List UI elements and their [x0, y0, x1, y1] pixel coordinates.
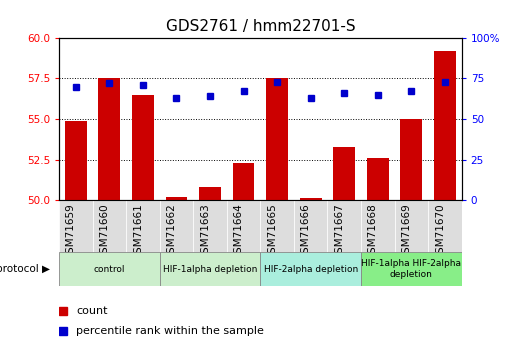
Bar [260, 200, 294, 269]
Bar [394, 200, 428, 269]
Text: GSM71668: GSM71668 [368, 204, 378, 260]
Bar [199, 187, 221, 200]
Text: GSM71661: GSM71661 [133, 204, 143, 260]
Bar [193, 200, 227, 269]
Bar [294, 200, 327, 269]
Bar [428, 200, 462, 269]
Bar [266, 79, 288, 200]
Bar [160, 200, 193, 269]
Bar [92, 200, 126, 269]
Bar [361, 200, 394, 269]
Text: GSM71670: GSM71670 [435, 204, 445, 260]
Text: count: count [76, 306, 107, 315]
Text: control: control [93, 265, 125, 274]
Text: GSM71660: GSM71660 [100, 204, 109, 260]
Text: GSM71666: GSM71666 [301, 204, 311, 260]
Bar [434, 51, 456, 200]
Bar [160, 252, 260, 286]
Bar [98, 79, 120, 200]
Bar [59, 200, 92, 269]
Bar [126, 200, 160, 269]
Bar [367, 158, 389, 200]
Text: protocol ▶: protocol ▶ [0, 264, 50, 274]
Bar [300, 198, 322, 200]
Text: percentile rank within the sample: percentile rank within the sample [76, 326, 264, 336]
Text: GSM71667: GSM71667 [334, 204, 344, 260]
Text: HIF-1alpha HIF-2alpha
depletion: HIF-1alpha HIF-2alpha depletion [361, 259, 461, 279]
Bar [401, 119, 422, 200]
Text: GSM71664: GSM71664 [233, 204, 244, 260]
Bar [260, 252, 361, 286]
Bar [333, 147, 355, 200]
Bar [327, 200, 361, 269]
Bar [361, 252, 462, 286]
Title: GDS2761 / hmm22701-S: GDS2761 / hmm22701-S [166, 19, 355, 34]
Bar [65, 121, 87, 200]
Bar [227, 200, 260, 269]
Bar [59, 252, 160, 286]
Bar [233, 163, 254, 200]
Text: GSM71669: GSM71669 [401, 204, 411, 260]
Text: GSM71662: GSM71662 [166, 204, 176, 260]
Text: HIF-2alpha depletion: HIF-2alpha depletion [264, 265, 358, 274]
Text: HIF-1alpha depletion: HIF-1alpha depletion [163, 265, 257, 274]
Bar [166, 197, 187, 200]
Text: GSM71665: GSM71665 [267, 204, 277, 260]
Text: GSM71659: GSM71659 [66, 204, 76, 260]
Bar [132, 95, 154, 200]
Text: GSM71663: GSM71663 [200, 204, 210, 260]
